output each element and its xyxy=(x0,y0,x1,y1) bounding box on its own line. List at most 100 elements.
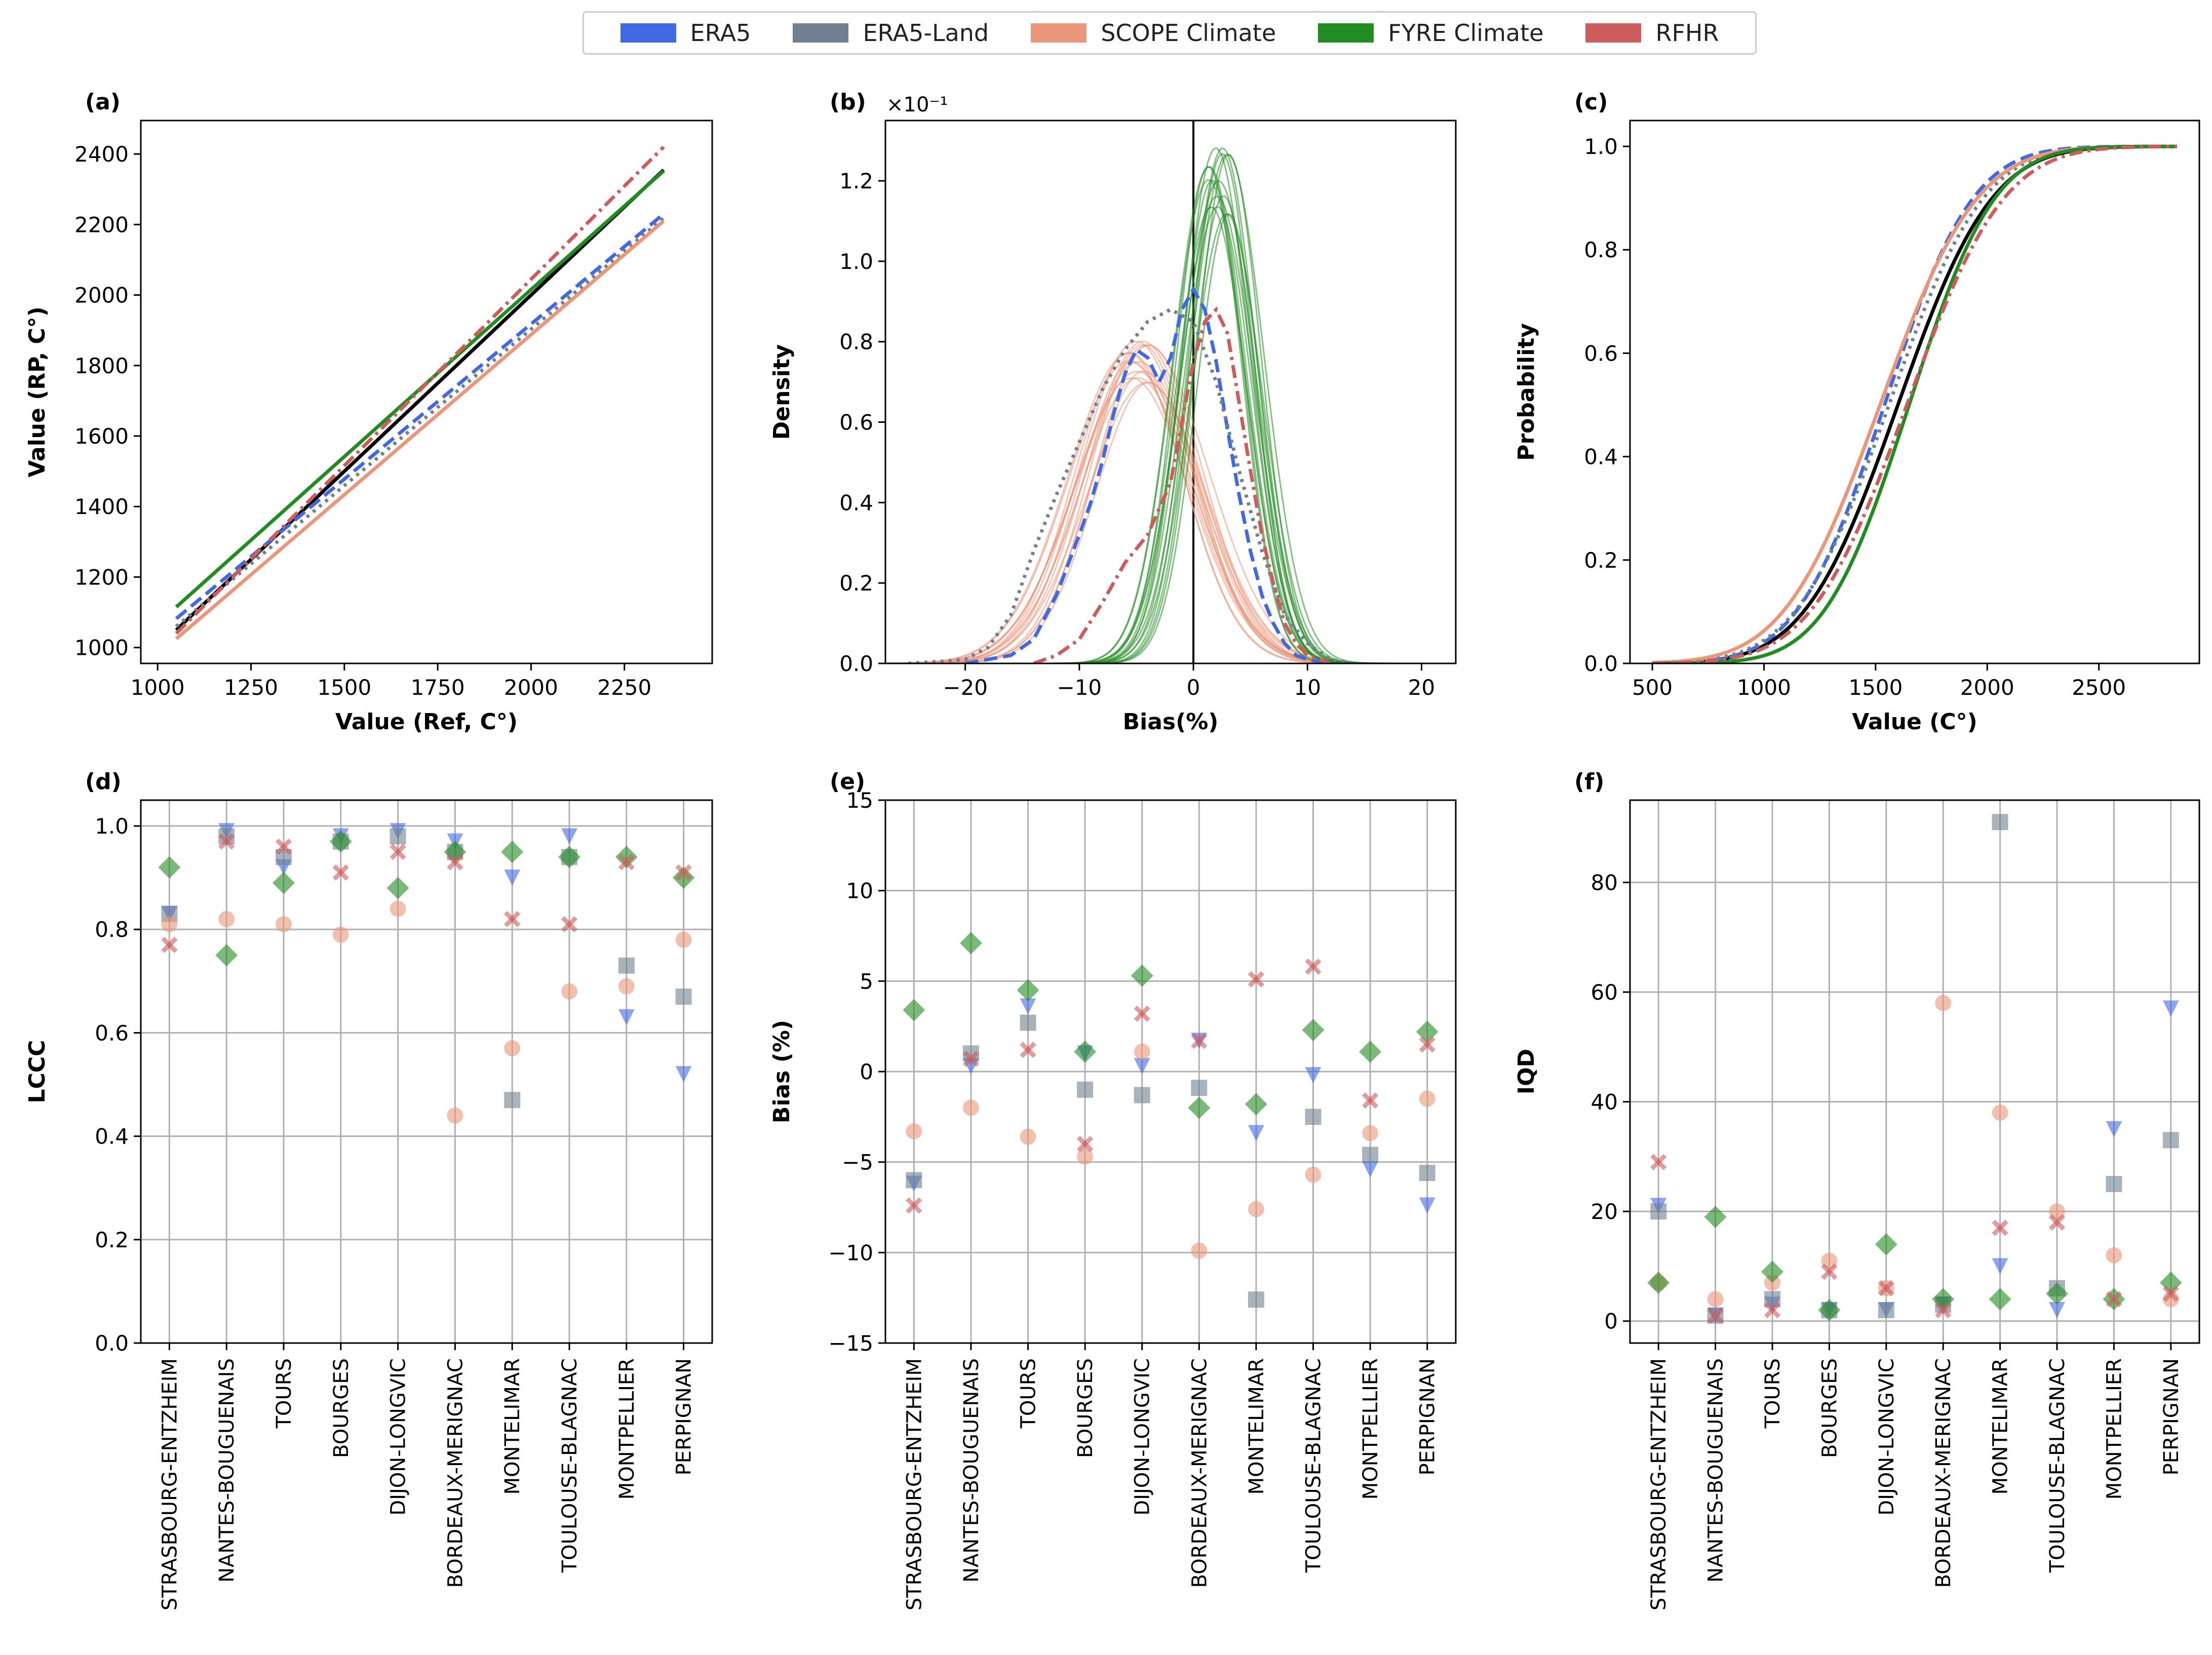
point-rfhr xyxy=(1362,1092,1379,1109)
point-rfhr xyxy=(1419,1036,1435,1053)
point-era5-land xyxy=(1305,1109,1322,1125)
point-era5-land xyxy=(2106,1175,2122,1192)
plot-area-e xyxy=(903,932,1439,1308)
point-rfhr xyxy=(1764,1302,1781,1319)
point-fyre-climate xyxy=(2046,1282,2068,1305)
line-era5-land xyxy=(1652,144,2177,663)
y-tick-label: 2400 xyxy=(74,142,129,167)
y-tick-label: 0.2 xyxy=(95,1228,129,1252)
point-fyre-climate xyxy=(558,846,580,869)
point-scope-climate xyxy=(161,916,178,933)
y-tick-label: 80 xyxy=(1591,870,1618,895)
point-scope-climate xyxy=(1020,1128,1036,1145)
point-era5 xyxy=(2162,1000,2179,1017)
legend-item-scope: SCOPE Climate xyxy=(1031,19,1276,47)
point-era5 xyxy=(1992,1258,2008,1275)
x-category-label: BORDEAUX-MERIGNAC xyxy=(1932,1358,1955,1588)
point-fyre-climate xyxy=(1875,1233,1897,1256)
point-era5 xyxy=(1020,998,1036,1015)
point-fyre-climate xyxy=(1245,1093,1267,1116)
point-rfhr xyxy=(1076,1135,1094,1153)
line-fyre-climate-member xyxy=(885,166,1456,663)
x-tick-label: 2500 xyxy=(2072,675,2126,700)
axes-frame xyxy=(140,799,713,1344)
y-tick-label: 1200 xyxy=(74,565,129,589)
point-fyre-climate xyxy=(615,846,638,869)
point-scope-climate xyxy=(1419,1090,1435,1107)
point-fyre-climate xyxy=(1704,1205,1727,1228)
point-era5 xyxy=(1419,1197,1435,1214)
x-tick-label: −20 xyxy=(943,675,988,700)
line-ref xyxy=(1652,144,2177,663)
point-era5 xyxy=(2049,1302,2065,1319)
x-category-label: BORDEAUX-MERIGNAC xyxy=(1188,1358,1211,1588)
line-fyre-climate-member xyxy=(885,213,1456,663)
point-scope-climate xyxy=(390,900,406,917)
point-rfhr xyxy=(447,854,463,871)
x-category-label: MONTELIMAR xyxy=(501,1358,524,1494)
point-era5-land xyxy=(618,957,635,974)
legend-swatch-fyre xyxy=(1318,23,1374,43)
legend-label-era5: ERA5 xyxy=(690,19,751,47)
axes-frame xyxy=(884,120,1457,664)
y-axis-label: LCCC xyxy=(24,1040,50,1104)
point-era5 xyxy=(504,870,521,886)
point-fyre-climate xyxy=(158,856,181,879)
y-tick-label: 0.8 xyxy=(1584,238,1618,262)
point-rfhr xyxy=(1191,1033,1208,1049)
point-era5-land xyxy=(1020,1014,1036,1031)
point-rfhr xyxy=(1821,1264,1838,1280)
point-era5-land xyxy=(1134,1087,1150,1104)
axes-frame xyxy=(1629,799,2200,1344)
point-scope-climate xyxy=(332,926,349,943)
point-era5 xyxy=(1305,1067,1322,1084)
point-era5 xyxy=(1362,1161,1379,1177)
legend-item-fyre: FYRE Climate xyxy=(1318,19,1543,47)
point-scope-climate xyxy=(561,983,577,1000)
y-tick-label: 60 xyxy=(1591,980,1618,1005)
point-rfhr xyxy=(561,916,578,933)
y-axis-label: Bias (%) xyxy=(769,1020,795,1123)
x-category-label: BOURGES xyxy=(1818,1358,1841,1458)
x-category-label: MONTELIMAR xyxy=(1989,1358,2012,1494)
y-tick-label: 1400 xyxy=(74,494,129,519)
y-tick-label: 0.0 xyxy=(95,1331,129,1356)
point-rfhr xyxy=(2162,1285,2179,1302)
y-tick-label: 0.2 xyxy=(839,571,873,596)
legend-item-rfhr: RFHR xyxy=(1585,19,1719,47)
point-scope-climate xyxy=(1935,995,1952,1011)
point-rfhr xyxy=(962,1050,980,1068)
line-fyre-climate-member xyxy=(885,180,1456,663)
point-fyre-climate xyxy=(1188,1096,1211,1119)
legend-swatch-rfhr xyxy=(1585,23,1642,43)
panel-label: (b) xyxy=(830,89,866,115)
x-axis-label: Bias(%) xyxy=(1123,709,1219,735)
x-category-label: NANTES-BOUGUENAIS xyxy=(215,1358,239,1583)
point-era5 xyxy=(561,828,577,845)
x-category-label: STRASBOURG-ENTZHEIM xyxy=(158,1358,181,1610)
line-rfhr xyxy=(175,145,665,635)
line-scope-climate xyxy=(175,219,665,640)
point-fyre-climate xyxy=(386,877,409,899)
point-rfhr xyxy=(1134,1005,1150,1022)
y-axis-label: Probability xyxy=(1514,323,1539,461)
y-axis-label: IQD xyxy=(1514,1049,1539,1094)
point-rfhr xyxy=(275,838,292,855)
point-scope-climate xyxy=(218,911,235,927)
point-rfhr xyxy=(1305,958,1322,975)
y-tick-label: 0.6 xyxy=(1584,341,1618,366)
x-category-label: TOULOUSE-BLAGNAC xyxy=(2046,1358,2069,1573)
x-category-label: BORDEAUX-MERIGNAC xyxy=(444,1358,467,1588)
y-tick-label: 0.0 xyxy=(839,651,873,676)
plot-area-f xyxy=(1647,814,2182,1324)
y-tick-label: 0.6 xyxy=(839,410,873,435)
x-category-label: DIJON-LONGVIC xyxy=(1131,1358,1154,1516)
point-fyre-climate xyxy=(1074,1040,1097,1063)
point-era5-land xyxy=(1191,1080,1208,1096)
point-fyre-climate xyxy=(1131,964,1153,987)
point-scope-climate xyxy=(1191,1242,1208,1259)
x-tick-label: 2000 xyxy=(1960,675,2014,700)
y-tick-label: 20 xyxy=(1591,1199,1618,1224)
y-tick-label: 0.4 xyxy=(1584,445,1618,469)
y-tick-label: 0 xyxy=(860,1059,873,1084)
